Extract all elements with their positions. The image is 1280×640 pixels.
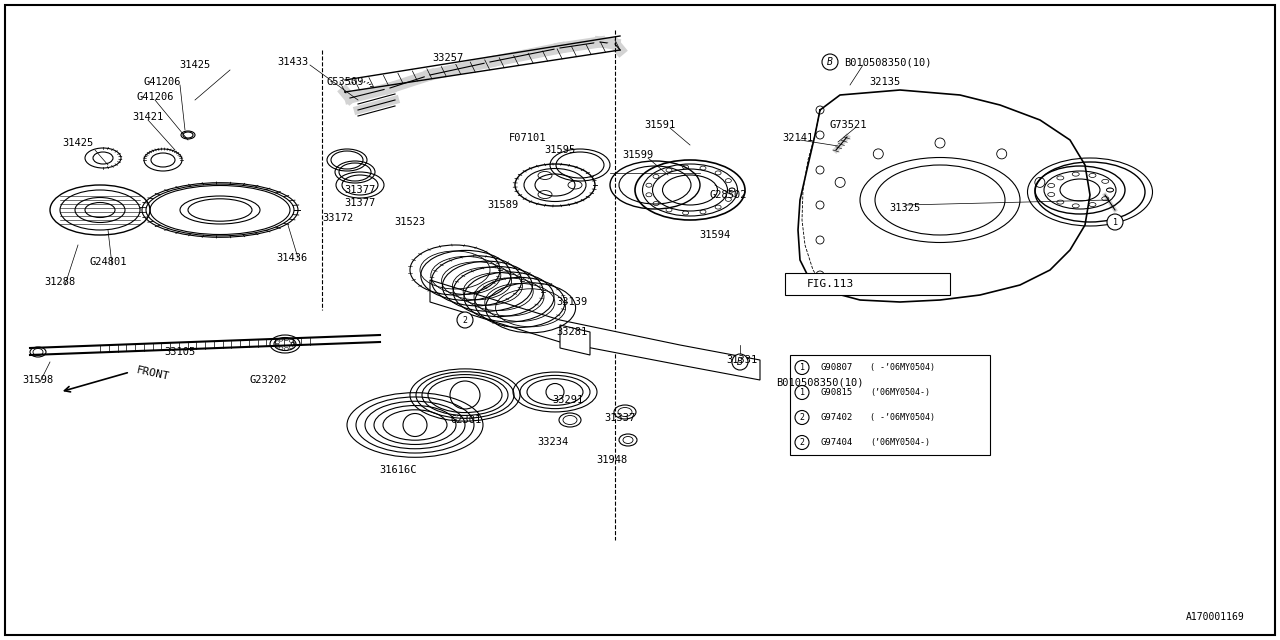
Text: 1: 1 [800,388,805,397]
Text: 31425: 31425 [179,60,211,70]
Text: A170001169: A170001169 [1187,612,1245,622]
Text: 2: 2 [462,316,467,324]
Text: B010508350(10): B010508350(10) [845,57,932,67]
Text: 31377: 31377 [344,198,375,208]
Text: G41206: G41206 [136,92,174,102]
Text: F07101: F07101 [509,133,547,143]
Text: 31325: 31325 [890,203,920,213]
Text: 2: 2 [800,438,805,447]
Text: (’06MY0504-): (’06MY0504-) [870,438,931,447]
Circle shape [822,54,838,70]
Text: (’06MY0504-): (’06MY0504-) [870,388,931,397]
Text: FRONT: FRONT [134,365,170,382]
Text: 31288: 31288 [45,277,76,287]
Text: 1: 1 [1112,218,1117,227]
Text: 31599: 31599 [622,150,654,160]
Text: G41206: G41206 [143,77,180,87]
Text: 33172: 33172 [323,213,353,223]
Text: ( -’06MY0504): ( -’06MY0504) [870,413,934,422]
Circle shape [795,360,809,374]
Text: 33139: 33139 [557,297,588,307]
Text: G73521: G73521 [829,120,867,130]
Text: 31594: 31594 [699,230,731,240]
Text: B: B [737,357,742,367]
Text: 31421: 31421 [132,112,164,122]
Text: 31337: 31337 [604,413,636,423]
Text: B: B [827,57,833,67]
Text: FIG.113: FIG.113 [806,279,854,289]
Text: G24801: G24801 [90,257,127,267]
Text: 2: 2 [800,413,805,422]
Bar [790,355,989,455]
Text: 31591: 31591 [644,120,676,130]
Text: B010508350(10): B010508350(10) [776,377,864,387]
Text: 31598: 31598 [22,375,54,385]
Circle shape [1107,214,1123,230]
Polygon shape [561,325,590,355]
Text: G90807: G90807 [820,363,852,372]
Circle shape [732,354,748,370]
Circle shape [795,410,809,424]
Circle shape [795,435,809,449]
Text: 31595: 31595 [544,145,576,155]
Text: G28502: G28502 [709,190,746,200]
Text: G90815: G90815 [820,388,852,397]
Text: G2301: G2301 [451,415,481,425]
Text: 33105: 33105 [164,347,196,357]
Text: 31948: 31948 [596,455,627,465]
Text: 31523: 31523 [394,217,426,227]
Bar [785,273,950,295]
Text: 33281: 33281 [557,327,588,337]
Text: 33257: 33257 [433,53,463,63]
Text: G97404: G97404 [820,438,852,447]
Text: G97402: G97402 [820,413,852,422]
Text: 31331: 31331 [726,355,758,365]
Text: 32141: 32141 [782,133,814,143]
Circle shape [457,312,474,328]
Text: 31425: 31425 [63,138,93,148]
Text: 1: 1 [800,363,805,372]
Text: 33291: 33291 [553,395,584,405]
Circle shape [795,385,809,399]
Text: 32135: 32135 [869,77,901,87]
Text: 31377: 31377 [344,185,375,195]
Text: 31616C: 31616C [379,465,417,475]
Text: 31589: 31589 [488,200,518,210]
Text: G23202: G23202 [250,375,287,385]
Text: ( -’06MY0504): ( -’06MY0504) [870,363,934,372]
Text: G53509: G53509 [326,77,364,87]
Text: 31433: 31433 [278,57,308,67]
Text: 31436: 31436 [276,253,307,263]
Text: 33234: 33234 [538,437,568,447]
Polygon shape [430,280,760,380]
